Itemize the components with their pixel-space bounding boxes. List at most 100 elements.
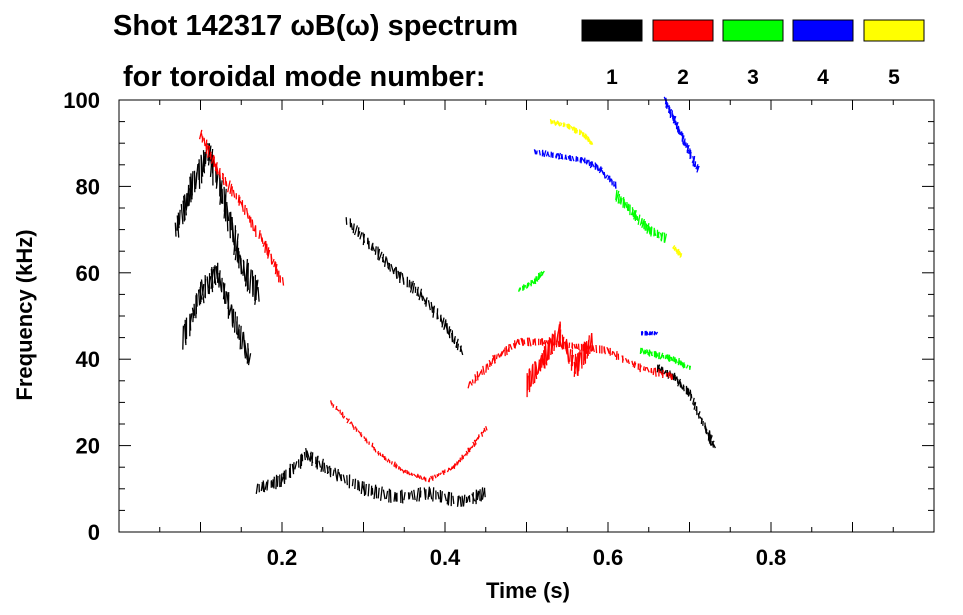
series-mark: [407, 471, 411, 476]
series-mark: [645, 223, 648, 231]
series-mark: [660, 232, 664, 242]
series-mark: [281, 277, 285, 286]
series-mark: [534, 361, 538, 380]
series-mark: [535, 150, 538, 155]
y-tick-label: 80: [76, 174, 100, 199]
series-mark: [670, 373, 674, 380]
series-mark: [230, 211, 232, 231]
series-mark: [292, 462, 295, 473]
series-mark: [335, 405, 338, 411]
series-mark: [255, 483, 259, 494]
series-mark: [451, 465, 455, 470]
series-mark: [346, 475, 348, 486]
series-mark: [416, 288, 420, 297]
series-mark: [655, 331, 659, 335]
series-mark: [399, 467, 402, 471]
series-mark: [686, 145, 690, 154]
series-mark: [682, 386, 685, 392]
series-mark: [437, 472, 440, 477]
series-mark: [654, 367, 657, 377]
series-mark: [656, 364, 661, 373]
series-mark: [589, 140, 592, 145]
series-mark: [446, 323, 449, 334]
series-mark: [568, 155, 571, 161]
series-mark: [591, 332, 594, 351]
series-mark: [615, 351, 618, 360]
series-mark: [245, 264, 249, 286]
series-mark: [677, 378, 679, 384]
series-mark: [668, 371, 673, 381]
series-mark: [191, 307, 195, 319]
series-mark: [388, 488, 391, 503]
series-mark: [463, 453, 467, 457]
series-mark: [443, 493, 448, 502]
series-mark: [641, 347, 645, 355]
series-mark: [267, 249, 271, 259]
series-mark: [623, 198, 626, 209]
series-mark: [652, 367, 655, 376]
legend-label-2: 2: [677, 66, 689, 89]
series-mark: [377, 248, 381, 260]
series-mark: [462, 494, 466, 507]
series-mark: [585, 159, 589, 165]
series-mark: [432, 487, 435, 502]
series-mark: [208, 276, 212, 288]
series-mark: [189, 313, 193, 325]
series-mark: [541, 339, 545, 345]
series-mark: [409, 280, 414, 293]
y-tick-label: 60: [76, 261, 100, 286]
series-mark: [221, 188, 224, 204]
series-mark: [203, 137, 206, 147]
series-mark: [332, 404, 335, 408]
series-mark: [247, 353, 252, 366]
y-tick-label: 20: [76, 434, 100, 459]
series-mark: [178, 209, 181, 225]
series-mark: [467, 381, 471, 389]
series-mark: [560, 122, 563, 127]
series-mark: [353, 225, 359, 236]
series-mark: [461, 454, 464, 458]
series-mark: [410, 472, 413, 476]
series-mark: [684, 142, 687, 147]
series-mark: [614, 184, 617, 189]
series-mark: [403, 492, 406, 501]
series-mark: [420, 292, 424, 301]
series-mark: [447, 467, 452, 471]
series-mark: [423, 487, 427, 500]
series-mark: [583, 159, 587, 164]
series-mark: [395, 464, 398, 469]
series-mark: [358, 481, 361, 492]
series-mark: [667, 372, 670, 378]
series-mark: [189, 176, 192, 203]
series-mark: [575, 356, 579, 376]
series-mark: [267, 247, 270, 257]
series-mark: [486, 363, 490, 370]
series-mark: [601, 170, 605, 176]
series-mark: [448, 329, 451, 339]
series-mark: [215, 164, 219, 174]
series-mark: [523, 339, 526, 345]
series-mark: [543, 346, 546, 365]
series-mark: [305, 451, 308, 458]
series-mark: [456, 343, 460, 351]
series-mark: [294, 461, 298, 470]
y-tick-label: 100: [63, 88, 100, 113]
series-mark: [505, 346, 508, 356]
series-mark: [383, 256, 387, 267]
series-mark: [488, 359, 493, 366]
series-mark: [583, 341, 586, 361]
series-mark: [410, 490, 414, 500]
series-mark: [607, 348, 610, 353]
series-mark: [491, 357, 494, 365]
series-mark: [182, 325, 185, 350]
series-mark: [550, 333, 554, 356]
series-mark: [210, 154, 215, 164]
series-mark: [241, 332, 244, 350]
series-mark: [370, 243, 374, 251]
series-mark: [273, 261, 276, 268]
series-mark: [332, 469, 335, 477]
series-mark: [430, 475, 434, 482]
series-mark: [453, 338, 456, 345]
series-mark: [622, 197, 625, 208]
